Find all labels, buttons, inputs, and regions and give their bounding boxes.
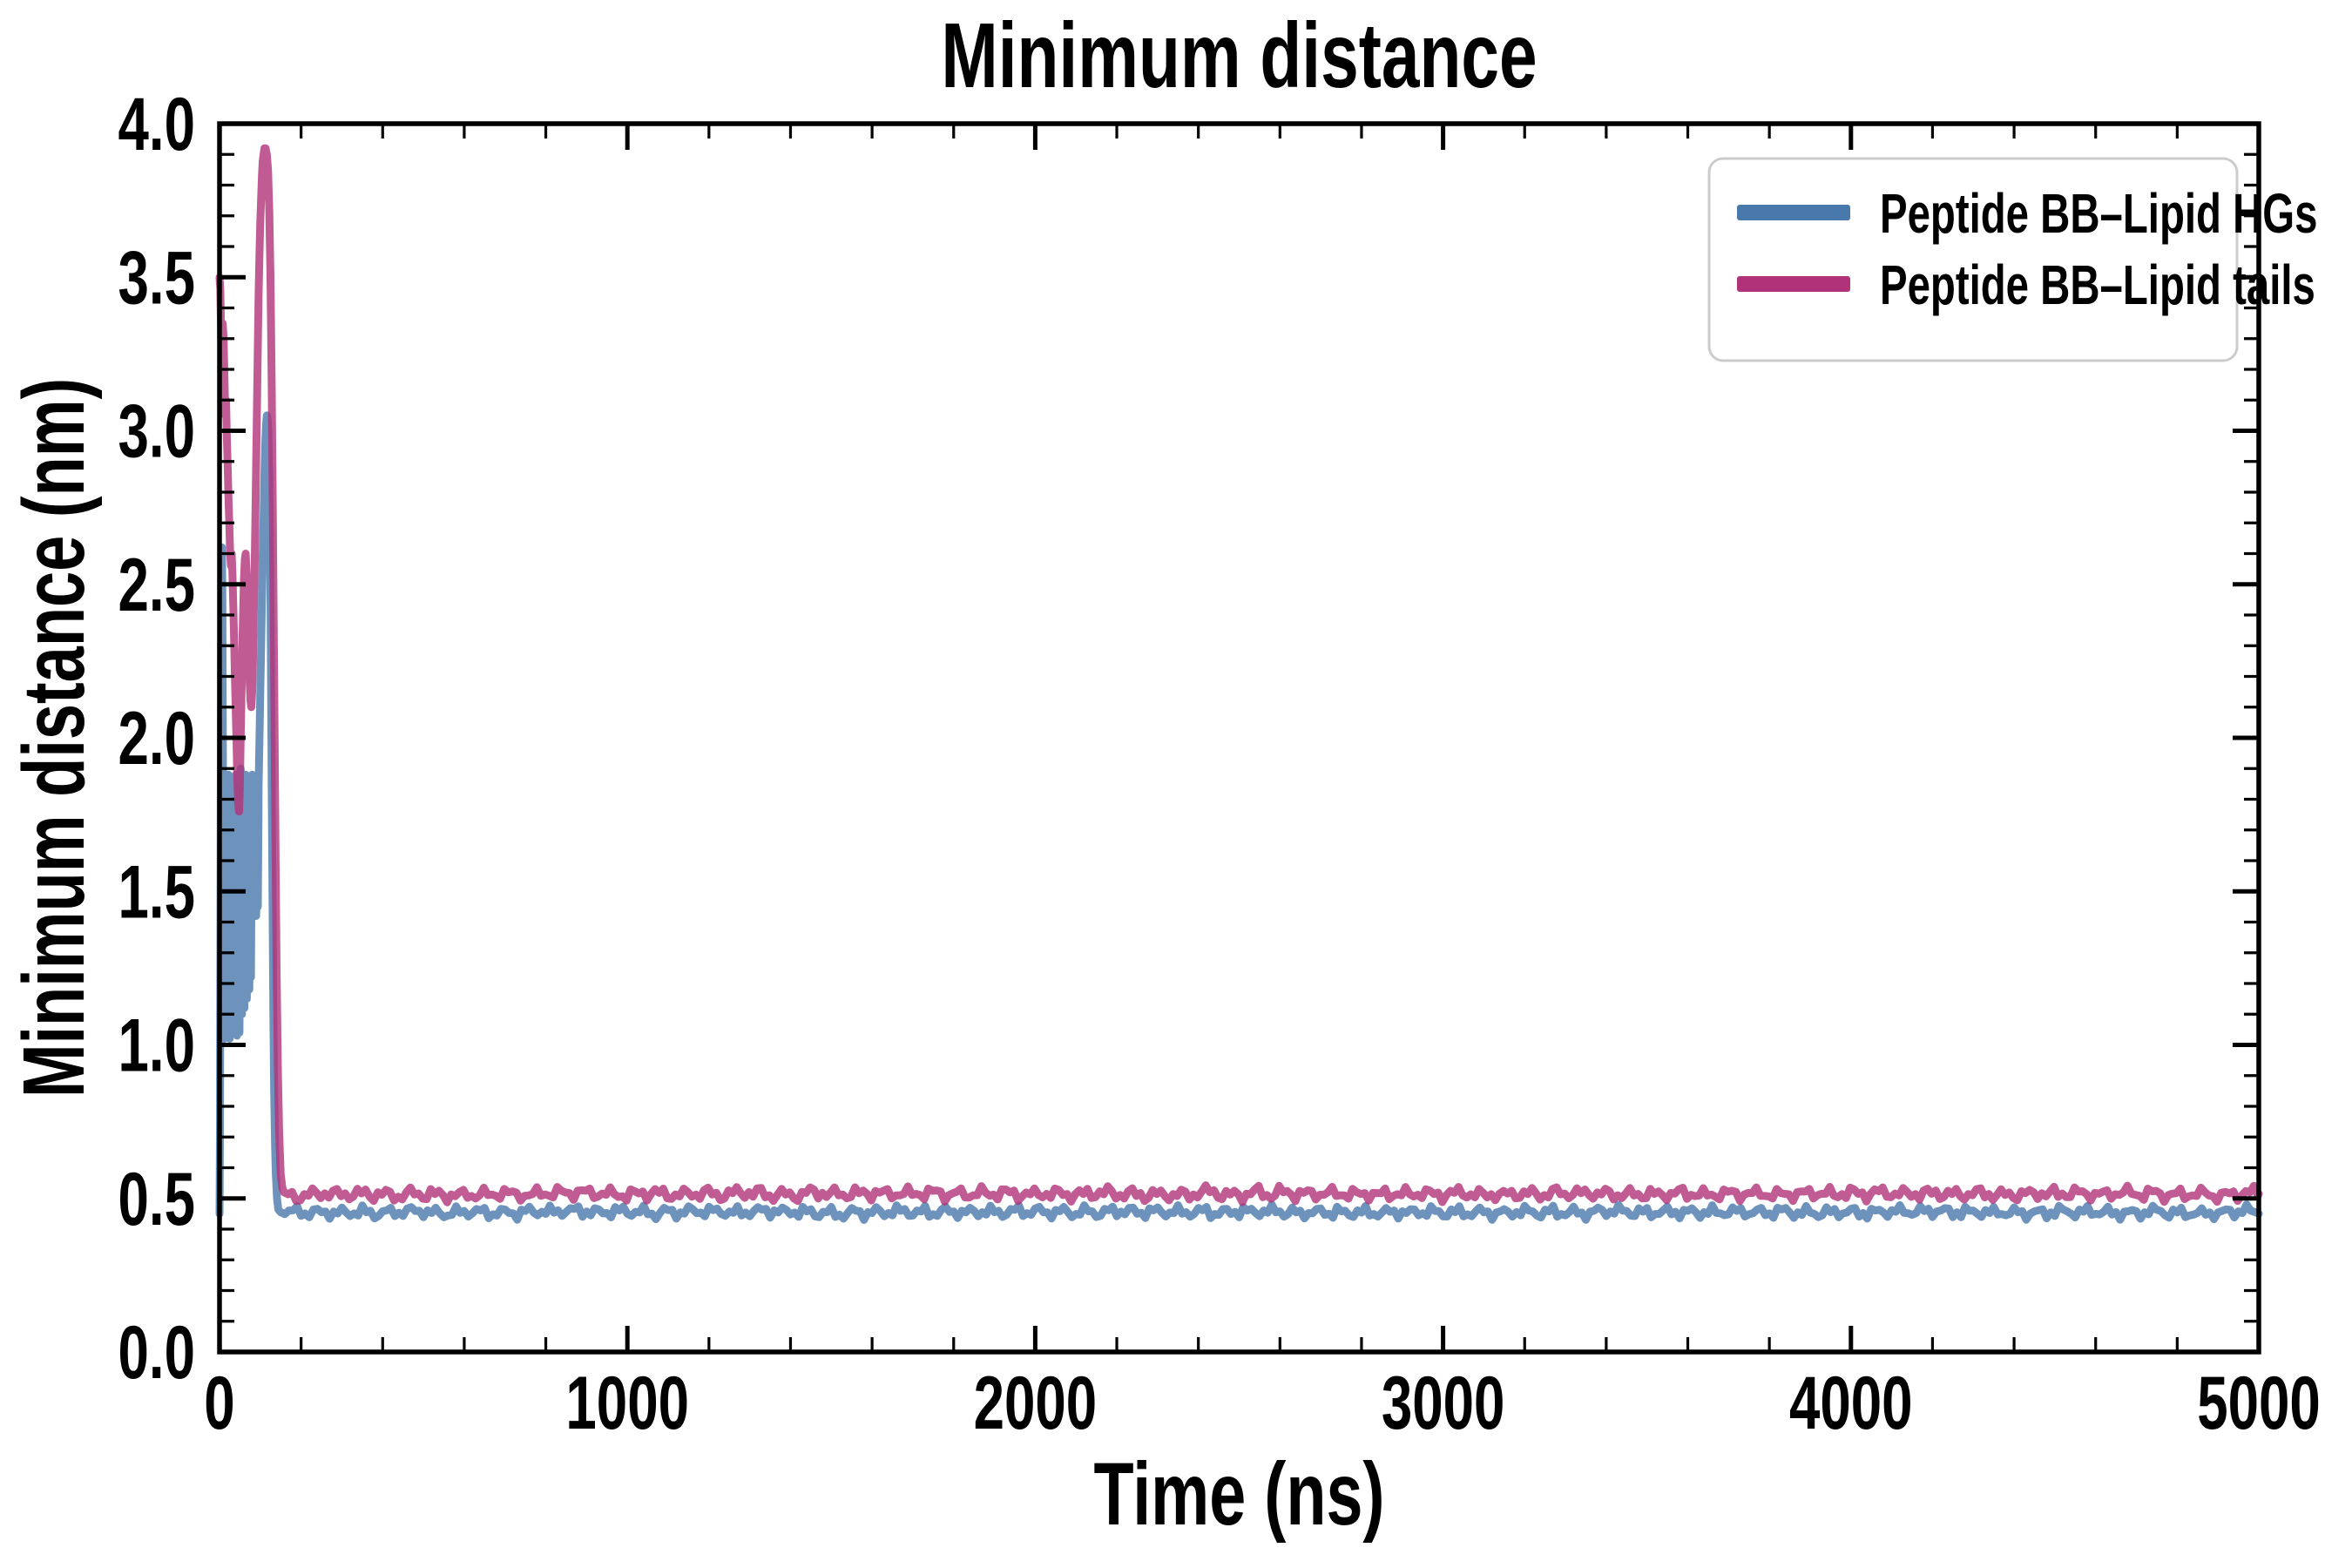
x-tick-label: 1000: [565, 1362, 689, 1445]
x-tick-label: 5000: [2197, 1362, 2321, 1445]
legend: Peptide BB–Lipid HGs Peptide BB–Lipid tai…: [1707, 157, 2317, 362]
x-axis-label: Time (ns): [1093, 1445, 1384, 1544]
y-tick-label: 1.5: [118, 851, 195, 934]
legend-label-peptide-bb-lipid-tails: Peptide BB–Lipid tails: [1880, 253, 2315, 316]
x-tick-label: 0: [204, 1362, 234, 1445]
x-tick-label: 4000: [1789, 1362, 1913, 1445]
x-tick-label: 3000: [1382, 1362, 1505, 1445]
legend-swatch-peptide-bb-lipid-hgs: [1737, 205, 1850, 220]
y-tick-label: 2.0: [118, 698, 195, 781]
legend-label-peptide-bb-lipid-hgs: Peptide BB–Lipid HGs: [1880, 182, 2317, 245]
y-tick-label: 0.5: [118, 1159, 195, 1241]
legend-item-peptide-bb-lipid-tails: Peptide BB–Lipid tails: [1737, 253, 2315, 316]
y-tick-label: 4.0: [118, 84, 195, 166]
y-tick-label: 2.5: [118, 544, 195, 627]
plot-series: [215, 144, 2263, 1224]
y-tick-label: 1.0: [118, 1004, 195, 1087]
axis-ticks: [217, 121, 2261, 1355]
y-tick-label: 3.0: [118, 390, 195, 473]
legend-item-peptide-bb-lipid-hgs: Peptide BB–Lipid HGs: [1737, 182, 2317, 245]
x-tick-label: 2000: [974, 1362, 1098, 1445]
y-tick-label: 0.0: [118, 1312, 195, 1395]
series-line-peptide-bb-lipid-tails: [215, 144, 2263, 1206]
y-axis-tick-labels: 0.0 0.5 1.0 1.5 2.0 2.5 3.0 3.5 4.0: [118, 84, 195, 1395]
legend-swatch-peptide-bb-lipid-tails: [1737, 276, 1850, 292]
y-axis-label: Minimum distance (nm): [4, 378, 103, 1098]
x-axis-tick-labels: 0 1000 2000 3000 4000 5000: [204, 1362, 2320, 1445]
y-tick-label: 3.5: [118, 237, 195, 320]
chart-title: Minimum distance: [941, 4, 1537, 107]
series-line-peptide-bb-lipid-hgs: [215, 411, 2263, 1224]
